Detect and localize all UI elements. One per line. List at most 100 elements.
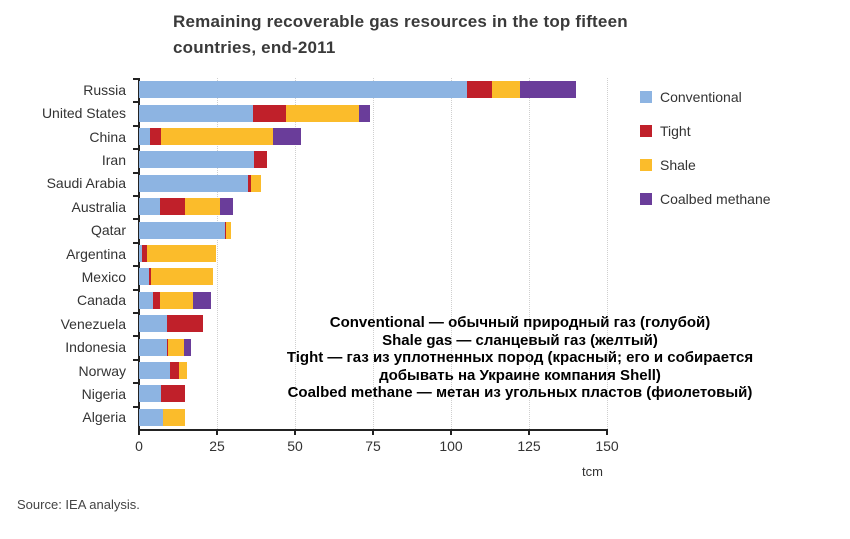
bar-segment-conventional (139, 104, 253, 122)
bar-segment-conventional (139, 174, 249, 192)
bar-segment-shale (159, 291, 193, 309)
bar-segment-shale (226, 221, 232, 239)
annotation-block: Conventional — обычный природный газ (го… (200, 314, 840, 402)
bar-segment-coalbed-methane (220, 198, 233, 216)
bar-row (139, 81, 576, 99)
bar-segment-shale (178, 362, 188, 379)
bar-row (139, 128, 302, 145)
legend-swatch-icon (640, 159, 652, 171)
gridline (529, 78, 530, 429)
legend-label: Coalbed methane (660, 191, 771, 207)
y-tick-mark (133, 124, 139, 127)
legend-label: Conventional (660, 89, 742, 105)
bar-row (139, 268, 213, 286)
x-axis-unit-label: tcm (582, 464, 603, 479)
bar-segment-shale (150, 268, 213, 286)
y-tick-mark (133, 195, 139, 197)
y-category-label: Nigeria (81, 385, 126, 402)
y-tick-mark (133, 312, 139, 314)
gridline (451, 78, 452, 429)
bar-segment-shale (160, 128, 274, 145)
bar-segment-coalbed-methane (192, 291, 211, 309)
bar-segment-coalbed-methane (183, 338, 192, 356)
y-category-label: China (89, 128, 126, 145)
x-tick-label: 25 (209, 438, 225, 454)
bar-row (139, 291, 211, 309)
bar-segment-conventional (139, 362, 171, 379)
bar-segment-tight (167, 338, 168, 356)
bar-segment-coalbed-methane (358, 104, 370, 122)
y-tick-mark (133, 241, 139, 244)
gridline (217, 78, 218, 429)
legend-swatch-icon (640, 125, 652, 137)
y-category-label: Russia (83, 81, 126, 98)
y-tick-mark (133, 405, 139, 408)
bar-segment-tight (160, 385, 185, 403)
bar-row (139, 245, 217, 262)
source-note: Source: IEA analysis. (17, 497, 140, 512)
bar-segment-coalbed-methane (273, 128, 302, 145)
bar-segment-tight (466, 81, 492, 99)
bar-segment-shale (184, 198, 221, 216)
bar-segment-conventional (139, 291, 154, 309)
legend-item: Conventional (640, 80, 771, 114)
x-tick-label: 125 (517, 438, 541, 454)
y-category-label: Mexico (81, 268, 126, 285)
bar-row (139, 315, 203, 333)
x-tick-label: 50 (287, 438, 303, 454)
bar-segment-tight (252, 104, 286, 122)
bar-row (139, 338, 192, 356)
bar-segment-conventional (139, 221, 225, 239)
bar-row (139, 385, 185, 403)
y-category-label: Qatar (90, 222, 126, 239)
bar-segment-conventional (139, 245, 143, 262)
bar-segment-tight (159, 198, 185, 216)
y-category-label: Australia (71, 198, 126, 215)
annotation-line: Shale gas — сланцевый газ (желтый) (382, 331, 658, 349)
plot-area (139, 78, 608, 429)
y-tick-mark (133, 358, 139, 361)
bar-segment-conventional (139, 338, 168, 356)
bar-segment-tight (170, 362, 179, 379)
bar-row (139, 362, 188, 379)
legend-item: Shale (640, 148, 771, 182)
bar-segment-shale (163, 408, 185, 426)
y-tick-mark (133, 218, 139, 221)
bar-segment-tight (224, 221, 227, 239)
bar-segment-tight (254, 151, 267, 169)
chart-title-line-1: Remaining recoverable gas resources in t… (173, 12, 628, 31)
bar-segment-shale (251, 174, 261, 192)
chart-title: Remaining recoverable gas resources in t… (173, 9, 733, 61)
bar-segment-conventional (139, 268, 149, 286)
legend-item: Coalbed methane (640, 182, 771, 216)
x-tick-mark (372, 429, 374, 435)
annotation-line: добывать на Украине компания Shell) (379, 366, 661, 384)
legend: Conventional Tight Shale Coalbed methane (640, 80, 771, 216)
legend-item: Tight (640, 114, 771, 148)
y-category-label: Canada (76, 292, 126, 309)
legend-label: Tight (660, 123, 691, 139)
bar-segment-tight (148, 268, 151, 286)
bar-segment-shale (168, 338, 184, 356)
bar-segment-conventional (139, 315, 168, 333)
x-tick-mark (216, 429, 218, 435)
bar-row (139, 151, 267, 169)
annotation-line: Conventional — обычный природный газ (го… (329, 314, 711, 331)
x-tick-mark (294, 429, 296, 435)
y-category-label: Norway (78, 362, 126, 379)
y-tick-mark (133, 78, 139, 80)
bar-segment-conventional (139, 151, 255, 169)
x-tick-mark (450, 429, 452, 435)
bar-segment-coalbed-methane (519, 81, 576, 99)
x-tick-label: 150 (595, 438, 619, 454)
y-category-label: United States (41, 105, 126, 122)
legend-swatch-icon (640, 91, 652, 103)
gridline (295, 78, 296, 429)
bar-segment-tight (167, 315, 203, 333)
bar-segment-tight (142, 245, 147, 262)
bar-row (139, 104, 370, 122)
y-tick-mark (133, 171, 139, 174)
y-tick-mark (133, 288, 139, 291)
bar-segment-conventional (139, 385, 161, 403)
x-tick-label: 100 (439, 438, 463, 454)
